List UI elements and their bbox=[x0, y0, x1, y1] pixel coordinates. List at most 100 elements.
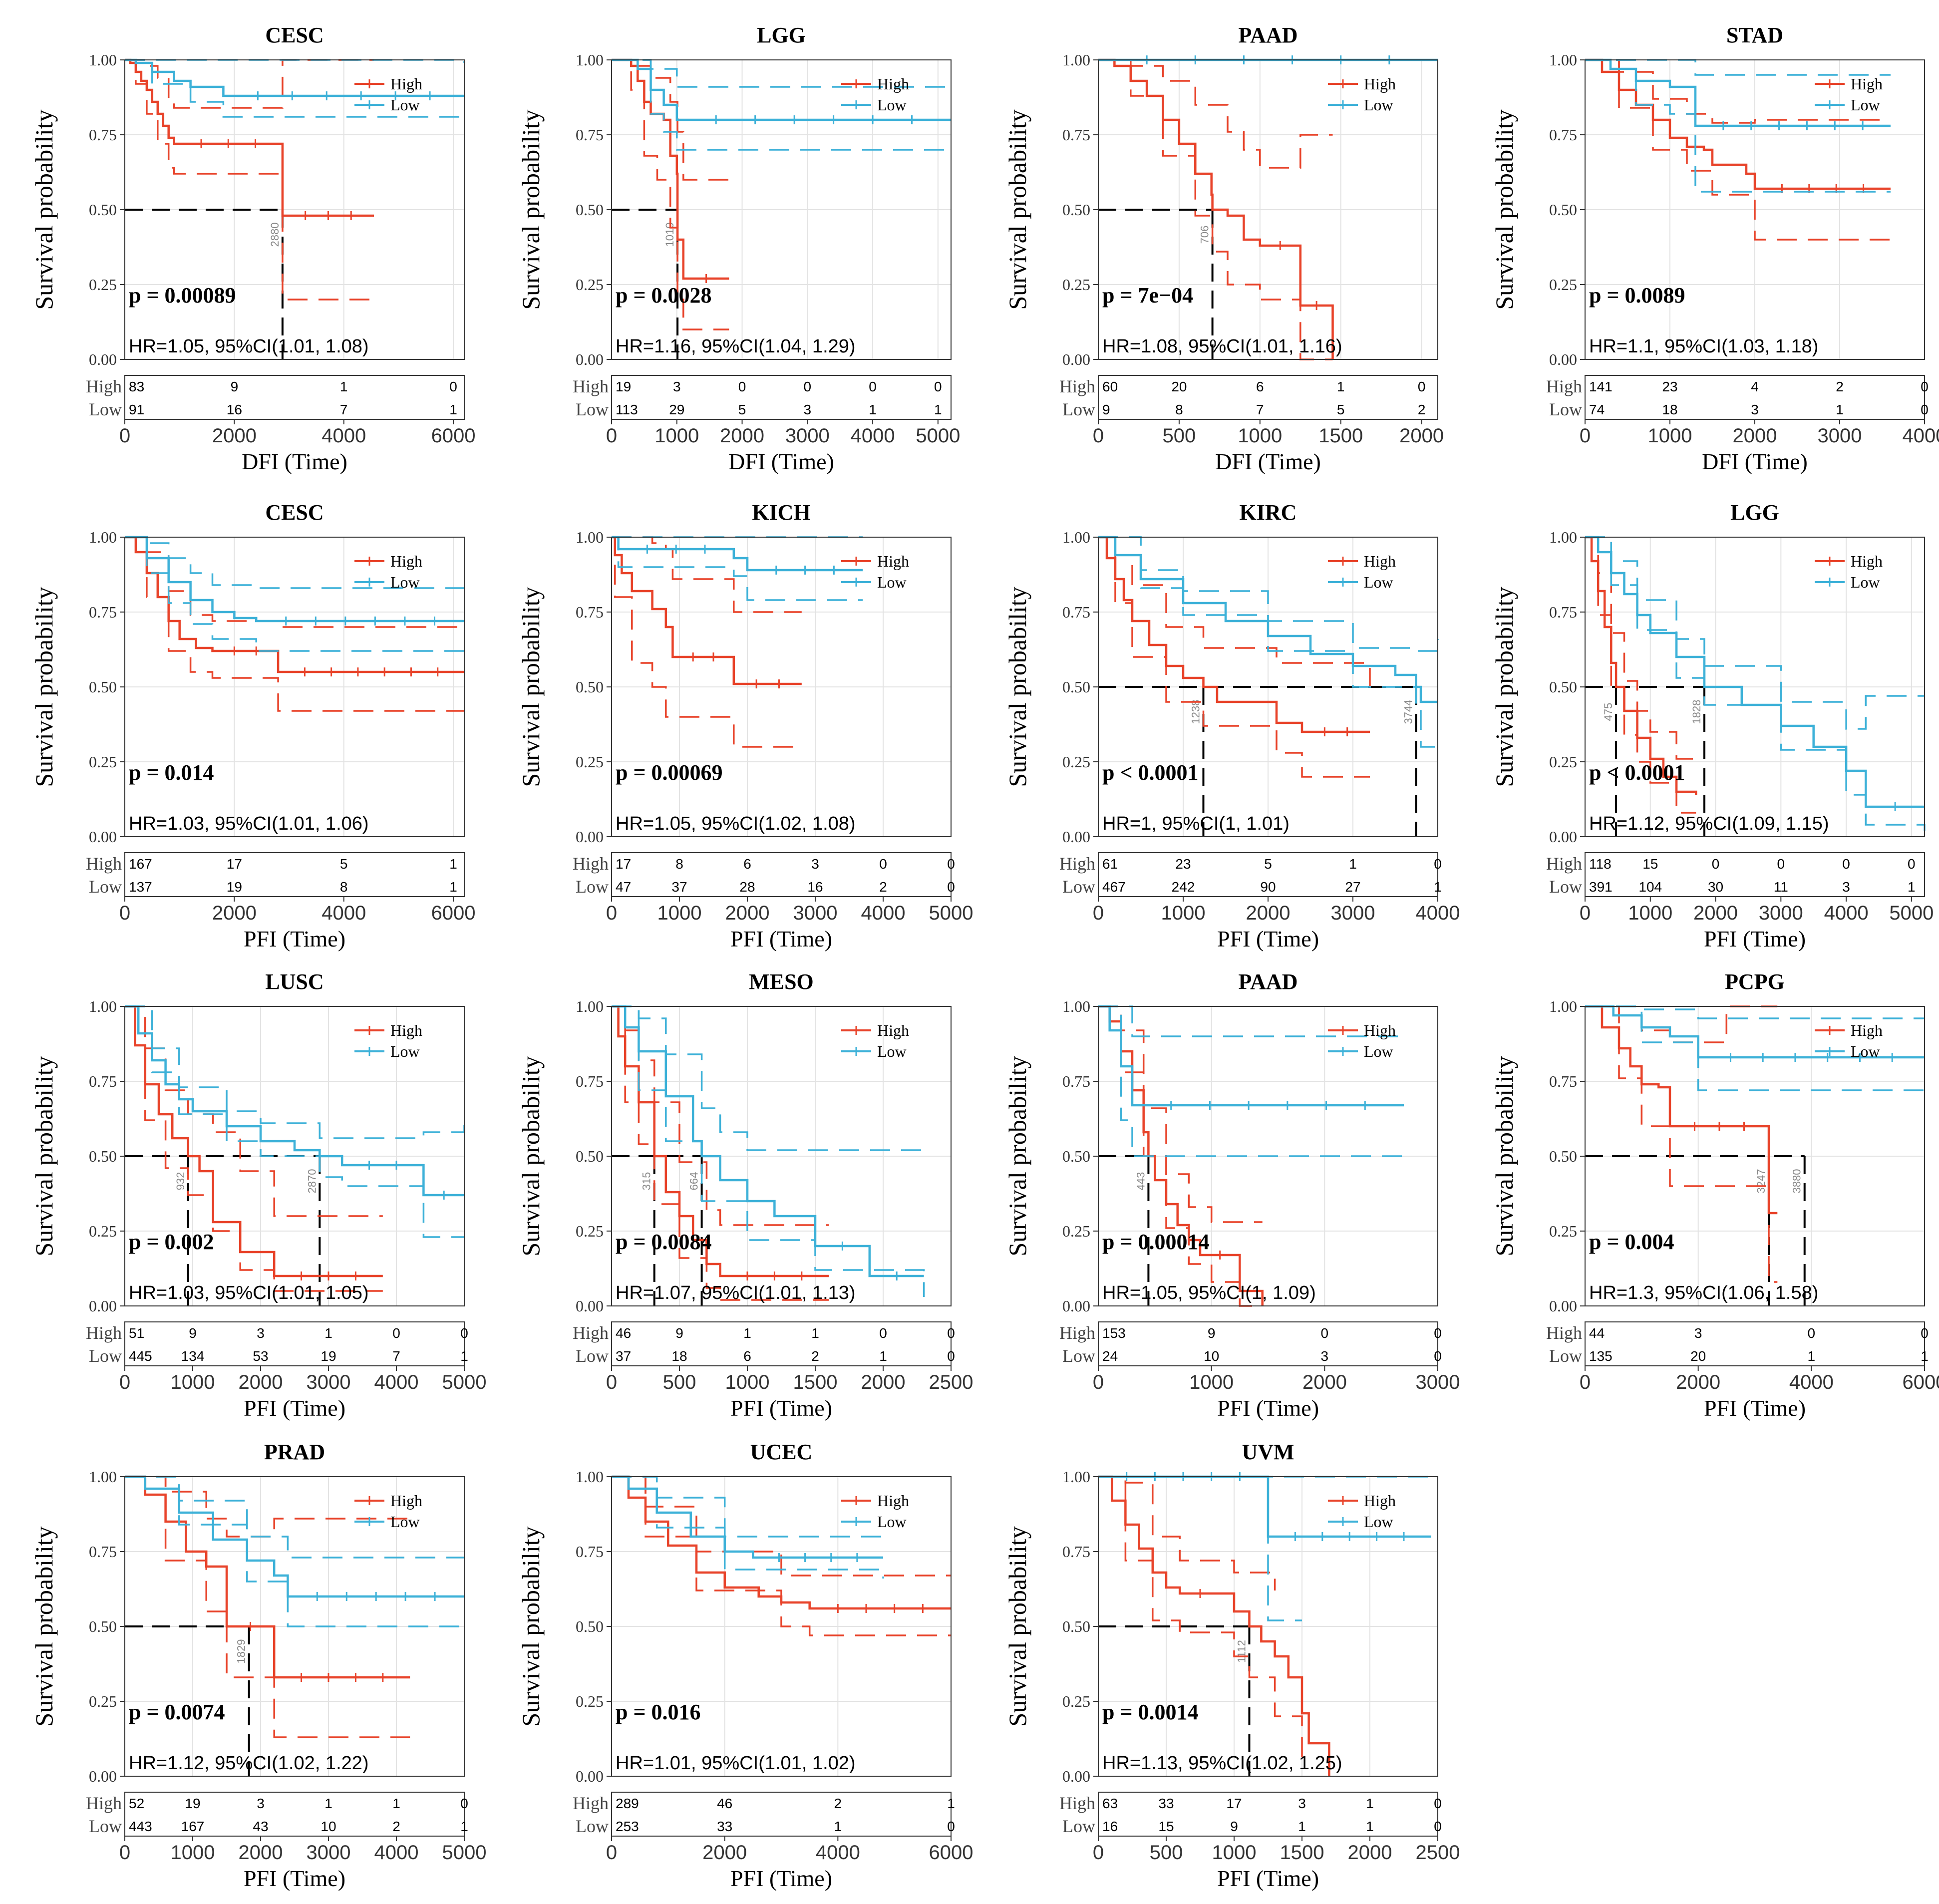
km-panel: UCEC 0.00 0.25 0.50 0.75 1.00 Survival probabi… bbox=[517, 1440, 973, 1891]
y-tick-label: 0.25 bbox=[89, 1692, 117, 1710]
x-axis-title: PFI (Time) bbox=[244, 1395, 345, 1421]
ci-upper-high bbox=[1585, 536, 1696, 760]
risk-count: 134 bbox=[181, 1348, 205, 1364]
risk-count: 1 bbox=[869, 402, 877, 417]
y-tick-label: 0.50 bbox=[1549, 678, 1577, 696]
x-tick-label: 500 bbox=[663, 1371, 696, 1393]
risk-count: 135 bbox=[1589, 1348, 1613, 1364]
risk-count: 0 bbox=[449, 379, 457, 394]
chart-title: PCPG bbox=[1725, 969, 1785, 994]
chart-title: CESC bbox=[265, 500, 323, 525]
chart-title: LUSC bbox=[265, 969, 323, 994]
risk-row-label: High bbox=[86, 376, 122, 396]
y-tick-label: 0.50 bbox=[576, 678, 604, 696]
ci-lower-high bbox=[125, 1005, 383, 1292]
risk-count: 1 bbox=[947, 1796, 955, 1811]
hazard-ratio: HR=1.13, 95%CI(1.02, 1.25) bbox=[1102, 1753, 1342, 1774]
risk-count: 5 bbox=[340, 856, 348, 872]
y-tick-label: 0.00 bbox=[1549, 350, 1577, 368]
y-tick-label: 0.75 bbox=[1549, 603, 1577, 621]
x-tick-label: 1000 bbox=[171, 1842, 215, 1864]
risk-count: 9 bbox=[189, 1325, 197, 1341]
y-tick-label: 0.00 bbox=[1062, 350, 1090, 368]
km-panel: PCPG 3247 3880 0.00 0.25 0.50 0.75 1.00 Survival… bbox=[1490, 969, 1939, 1421]
risk-count: 0 bbox=[1321, 1325, 1329, 1341]
median-label: 1829 bbox=[235, 1639, 248, 1664]
chart-title: UVM bbox=[1242, 1440, 1294, 1464]
legend-label-high: High bbox=[1364, 552, 1396, 570]
risk-count: 3 bbox=[257, 1325, 265, 1341]
risk-count: 90 bbox=[1260, 879, 1276, 895]
risk-table-frame bbox=[124, 375, 465, 420]
risk-table-frame bbox=[1585, 852, 1925, 897]
risk-count: 9 bbox=[1230, 1819, 1238, 1834]
x-tick-label: 3000 bbox=[1416, 1371, 1460, 1393]
hazard-ratio: HR=1.03, 95%CI(1.01, 1.06) bbox=[129, 813, 369, 834]
x-tick-label: 6000 bbox=[431, 902, 476, 924]
y-axis-title: Survival probability bbox=[517, 109, 545, 310]
hazard-ratio: HR=1.3, 95%CI(1.06, 1.58) bbox=[1589, 1282, 1818, 1303]
km-panel: UVM 1112 0.00 0.25 0.50 0.75 1.00 Survival prob… bbox=[1003, 1440, 1460, 1891]
km-panel: PRAD 1829 0.00 0.25 0.50 0.75 1.00 Survival pro… bbox=[30, 1440, 486, 1891]
ci-upper-high bbox=[125, 59, 374, 109]
y-tick-label: 1.00 bbox=[1062, 997, 1090, 1015]
y-axis-title: Survival probability bbox=[1490, 1056, 1518, 1256]
x-tick-label: 4000 bbox=[851, 425, 895, 447]
y-tick-label: 0.75 bbox=[89, 1072, 117, 1090]
y-tick-label: 0.25 bbox=[1549, 753, 1577, 771]
risk-count: 1 bbox=[1836, 402, 1844, 417]
x-tick-label: 1500 bbox=[793, 1371, 838, 1393]
x-tick-label: 0 bbox=[606, 425, 617, 447]
median-label: 315 bbox=[641, 1172, 653, 1191]
km-panel: KICH 0.00 0.25 0.50 0.75 1.00 Survival probabi… bbox=[517, 500, 973, 952]
risk-count: 2 bbox=[879, 879, 887, 895]
risk-row-label: High bbox=[1546, 376, 1582, 396]
risk-table-frame bbox=[611, 375, 952, 420]
risk-count: 46 bbox=[616, 1325, 631, 1341]
risk-row-label: High bbox=[1546, 1323, 1582, 1343]
hazard-ratio: HR=1.05, 95%CI(1.02, 1.08) bbox=[616, 813, 856, 834]
x-tick-label: 2000 bbox=[212, 902, 257, 924]
risk-count: 9 bbox=[1208, 1325, 1216, 1341]
risk-count: 1 bbox=[834, 1819, 842, 1834]
risk-count: 18 bbox=[671, 1348, 687, 1364]
hazard-ratio: HR=1, 95%CI(1, 1.01) bbox=[1102, 813, 1290, 834]
ci-lower-high bbox=[612, 59, 729, 330]
x-tick-label: 4000 bbox=[1903, 425, 1939, 447]
median-label: 1828 bbox=[1690, 700, 1703, 724]
y-axis-title: Survival probability bbox=[1003, 587, 1031, 787]
risk-count: 0 bbox=[947, 879, 955, 895]
risk-count: 16 bbox=[807, 879, 823, 895]
risk-row-label: High bbox=[1059, 1323, 1095, 1343]
risk-count: 3 bbox=[1751, 402, 1759, 417]
risk-row-label: High bbox=[573, 1793, 609, 1813]
x-tick-label: 1000 bbox=[1238, 425, 1282, 447]
survival-curve-high bbox=[1585, 536, 1697, 795]
risk-count: 1 bbox=[1337, 379, 1345, 394]
risk-row-label: Low bbox=[1549, 399, 1582, 419]
y-tick-label: 0.25 bbox=[1549, 1222, 1577, 1240]
x-tick-label: 4000 bbox=[1824, 902, 1869, 924]
risk-count: 8 bbox=[675, 856, 683, 872]
median-label: 443 bbox=[1134, 1172, 1147, 1191]
legend-label-high: High bbox=[390, 552, 422, 570]
median-label: 1112 bbox=[1235, 1640, 1248, 1663]
y-tick-label: 0.75 bbox=[1062, 603, 1090, 621]
p-value: p = 0.0028 bbox=[616, 283, 712, 308]
y-tick-label: 0.00 bbox=[89, 1767, 117, 1785]
risk-count: 0 bbox=[879, 1325, 887, 1341]
legend-label-high: High bbox=[1364, 1021, 1396, 1039]
risk-count: 44 bbox=[1589, 1325, 1605, 1341]
y-tick-label: 0.50 bbox=[1062, 678, 1090, 696]
survival-curve-low bbox=[1098, 536, 1438, 703]
risk-count: 1 bbox=[460, 1348, 468, 1364]
x-tick-label: 2000 bbox=[1302, 1371, 1347, 1393]
x-tick-label: 1000 bbox=[654, 425, 699, 447]
risk-count: 0 bbox=[1777, 856, 1785, 872]
x-axis-title: PFI (Time) bbox=[1217, 1395, 1319, 1421]
risk-count: 51 bbox=[129, 1325, 144, 1341]
y-tick-label: 0.00 bbox=[1062, 828, 1090, 846]
risk-count: 43 bbox=[253, 1819, 268, 1834]
risk-count: 0 bbox=[879, 856, 887, 872]
